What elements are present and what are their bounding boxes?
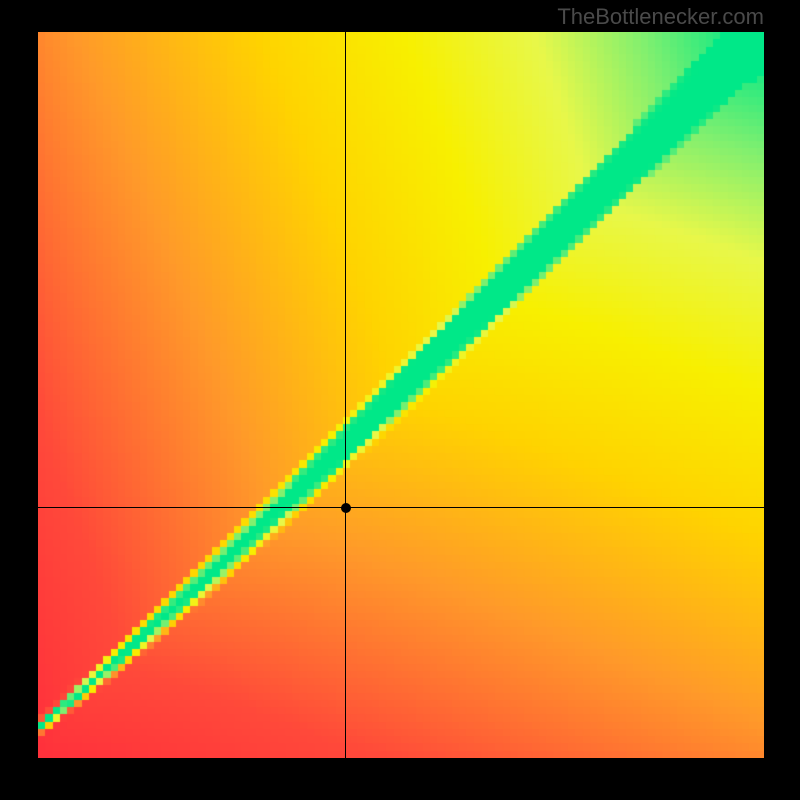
heatmap-plot xyxy=(38,32,764,758)
crosshair-vertical xyxy=(345,32,346,758)
heatmap-canvas xyxy=(38,32,764,758)
watermark-text: TheBottlenecker.com xyxy=(557,4,764,30)
crosshair-horizontal xyxy=(38,507,764,508)
crosshair-marker xyxy=(341,503,351,513)
